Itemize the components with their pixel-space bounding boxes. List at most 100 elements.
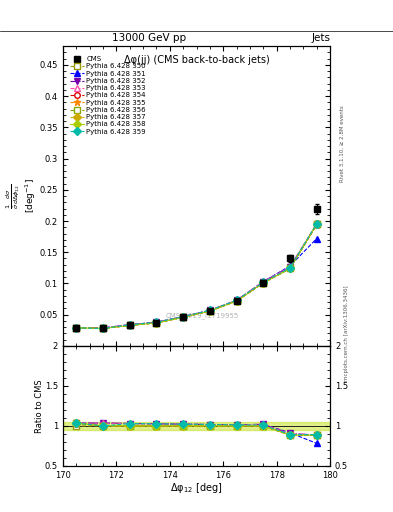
Pythia 6.428 350: [288, 265, 292, 271]
Pythia 6.428 353: [261, 279, 266, 285]
Text: Rivet 3.1.10, ≥ 2.8M events: Rivet 3.1.10, ≥ 2.8M events: [340, 105, 345, 182]
Pythia 6.428 351: [101, 325, 105, 331]
Pythia 6.428 359: [101, 326, 105, 332]
Pythia 6.428 359: [261, 279, 266, 285]
Line: Pythia 6.428 352: Pythia 6.428 352: [73, 221, 320, 331]
Pythia 6.428 358: [261, 280, 266, 286]
Pythia 6.428 352: [261, 279, 266, 285]
Pythia 6.428 355: [234, 298, 239, 304]
Pythia 6.428 356: [288, 265, 292, 271]
Line: Pythia 6.428 356: Pythia 6.428 356: [73, 221, 320, 331]
Line: Pythia 6.428 354: Pythia 6.428 354: [73, 222, 320, 331]
Pythia 6.428 358: [181, 314, 185, 321]
Pythia 6.428 353: [234, 297, 239, 304]
Pythia 6.428 353: [127, 322, 132, 328]
Pythia 6.428 355: [154, 320, 159, 326]
Line: Pythia 6.428 357: Pythia 6.428 357: [73, 221, 320, 331]
Pythia 6.428 356: [127, 322, 132, 328]
Pythia 6.428 352: [314, 221, 319, 227]
Pythia 6.428 354: [154, 320, 159, 326]
Pythia 6.428 357: [154, 320, 159, 326]
Pythia 6.428 355: [261, 280, 266, 286]
Pythia 6.428 354: [261, 280, 266, 286]
Pythia 6.428 355: [101, 326, 105, 332]
Pythia 6.428 355: [181, 314, 185, 321]
Pythia 6.428 354: [234, 298, 239, 304]
Pythia 6.428 357: [101, 326, 105, 332]
Pythia 6.428 356: [314, 221, 319, 227]
Text: Δφ(jj) (CMS back-to-back jets): Δφ(jj) (CMS back-to-back jets): [124, 55, 269, 65]
Pythia 6.428 357: [288, 265, 292, 271]
Pythia 6.428 359: [234, 297, 239, 304]
Pythia 6.428 358: [314, 221, 319, 227]
Pythia 6.428 352: [181, 313, 185, 319]
Pythia 6.428 357: [208, 308, 212, 314]
Pythia 6.428 354: [127, 322, 132, 328]
Pythia 6.428 356: [154, 320, 159, 326]
Pythia 6.428 350: [208, 308, 212, 314]
Pythia 6.428 352: [154, 319, 159, 325]
Pythia 6.428 359: [208, 307, 212, 313]
Pythia 6.428 355: [208, 308, 212, 314]
Pythia 6.428 357: [234, 298, 239, 304]
Pythia 6.428 353: [154, 319, 159, 325]
Text: CMS_2019_I1719955: CMS_2019_I1719955: [165, 313, 239, 319]
Pythia 6.428 356: [74, 325, 79, 331]
Pythia 6.428 358: [127, 322, 132, 328]
Pythia 6.428 357: [314, 221, 319, 227]
Pythia 6.428 350: [74, 326, 79, 332]
Pythia 6.428 350: [101, 326, 105, 332]
Line: Pythia 6.428 350: Pythia 6.428 350: [73, 221, 320, 331]
Pythia 6.428 350: [234, 298, 239, 304]
Pythia 6.428 354: [74, 325, 79, 331]
Pythia 6.428 354: [101, 326, 105, 332]
Pythia 6.428 355: [314, 221, 319, 227]
Pythia 6.428 358: [288, 265, 292, 271]
Pythia 6.428 352: [74, 325, 79, 331]
Pythia 6.428 350: [314, 221, 319, 227]
Pythia 6.428 351: [314, 236, 319, 242]
Pythia 6.428 354: [208, 308, 212, 314]
Pythia 6.428 359: [74, 325, 79, 331]
Pythia 6.428 352: [208, 307, 212, 313]
Pythia 6.428 359: [181, 313, 185, 319]
Text: mcplots.cern.ch [arXiv:1306.3436]: mcplots.cern.ch [arXiv:1306.3436]: [344, 285, 349, 380]
Pythia 6.428 356: [181, 314, 185, 321]
Pythia 6.428 358: [234, 298, 239, 304]
Pythia 6.428 357: [261, 280, 266, 286]
Pythia 6.428 351: [261, 279, 266, 285]
Pythia 6.428 357: [181, 314, 185, 321]
Pythia 6.428 351: [74, 325, 79, 331]
Pythia 6.428 357: [74, 325, 79, 331]
Pythia 6.428 356: [101, 326, 105, 332]
Pythia 6.428 359: [154, 319, 159, 325]
Pythia 6.428 354: [288, 265, 292, 271]
Pythia 6.428 350: [154, 320, 159, 326]
Text: Jets: Jets: [311, 33, 330, 44]
Pythia 6.428 350: [181, 314, 185, 321]
Y-axis label: $\frac{1}{\bar{\sigma}}\frac{d\sigma}{d\Delta\phi_{12}}$
[deg$^{-1}$]: $\frac{1}{\bar{\sigma}}\frac{d\sigma}{d\…: [4, 179, 38, 214]
Pythia 6.428 354: [181, 314, 185, 321]
X-axis label: Δφ$_{12}$ [deg]: Δφ$_{12}$ [deg]: [170, 481, 223, 495]
Pythia 6.428 354: [314, 222, 319, 228]
Line: Pythia 6.428 359: Pythia 6.428 359: [73, 221, 320, 331]
Line: Pythia 6.428 353: Pythia 6.428 353: [73, 221, 320, 331]
Pythia 6.428 352: [288, 264, 292, 270]
Pythia 6.428 353: [208, 307, 212, 313]
Pythia 6.428 353: [181, 313, 185, 319]
Pythia 6.428 350: [127, 322, 132, 328]
Pythia 6.428 355: [288, 265, 292, 271]
Pythia 6.428 353: [74, 325, 79, 331]
Pythia 6.428 351: [154, 319, 159, 325]
Pythia 6.428 359: [314, 221, 319, 227]
Pythia 6.428 352: [234, 297, 239, 304]
Pythia 6.428 356: [261, 280, 266, 286]
Pythia 6.428 358: [208, 308, 212, 314]
Y-axis label: Ratio to CMS: Ratio to CMS: [35, 379, 44, 433]
Line: Pythia 6.428 355: Pythia 6.428 355: [73, 221, 320, 332]
Pythia 6.428 355: [127, 322, 132, 328]
Pythia 6.428 353: [101, 325, 105, 331]
Pythia 6.428 351: [127, 322, 132, 328]
Pythia 6.428 358: [154, 320, 159, 326]
Text: 13000 GeV pp: 13000 GeV pp: [112, 33, 186, 44]
